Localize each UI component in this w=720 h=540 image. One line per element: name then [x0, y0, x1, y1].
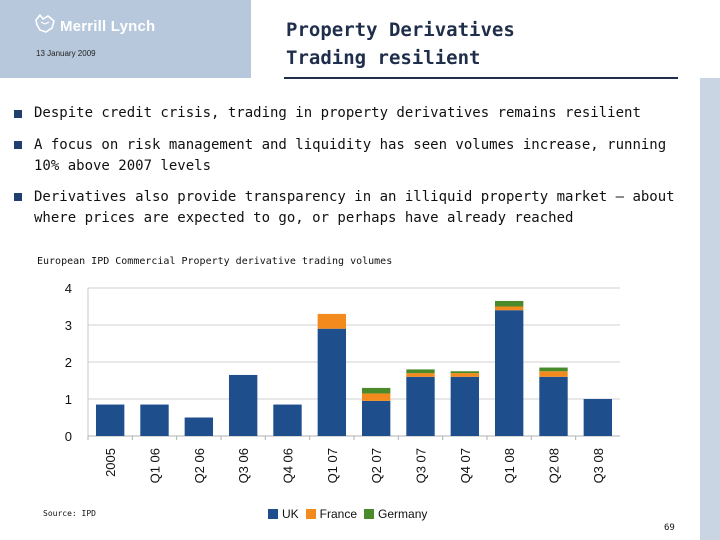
legend-item-france: France [305, 507, 358, 521]
bar-france-q2-08 [539, 371, 568, 377]
bar-uk-q3-06 [228, 374, 258, 436]
title-line-2: Trading resilient [286, 47, 481, 69]
right-accent-bar [700, 78, 720, 540]
brand-name: Merrill Lynch [60, 18, 156, 35]
legend-item-uk: UK [268, 507, 299, 521]
x-tick-label: Q2 06 [192, 448, 207, 483]
legend-label-france: France [319, 507, 358, 521]
bar-uk-q4-06 [273, 404, 302, 436]
title-underline [284, 77, 678, 79]
x-tick-label: Q2 08 [547, 448, 562, 483]
legend-label-uk: UK [282, 507, 299, 521]
bullet-marker [14, 141, 22, 149]
bar-uk-q1-07 [317, 328, 347, 436]
bar-uk-q1-08 [494, 310, 524, 436]
presentation-date: 13 January 2009 [36, 49, 96, 58]
bullet-text-3: Derivatives also provide transparency in… [34, 189, 675, 226]
bar-uk-2005 [95, 404, 125, 436]
y-tick-label: 3 [65, 318, 72, 333]
bar-france-q4-07 [450, 373, 480, 377]
bull-logo-icon [35, 13, 55, 33]
bar-germany-q1-08 [494, 300, 524, 307]
bar-uk-q2-07 [361, 400, 391, 436]
logo-panel: Merrill Lynch 13 January 2009 [0, 0, 251, 78]
bar-france-q3-07 [406, 373, 435, 377]
bar-uk-q2-08 [539, 376, 568, 436]
legend-swatch-uk [268, 509, 278, 519]
x-tick-label: Q3 07 [414, 448, 429, 483]
bar-uk-q2-06 [184, 417, 214, 436]
bar-france-q1-08 [494, 306, 524, 311]
x-tick-label: Q4 06 [281, 448, 296, 483]
legend-swatch-germany [364, 509, 375, 519]
x-tick-label: Q2 07 [369, 448, 384, 483]
x-tick-label: Q3 06 [236, 448, 251, 483]
bar-france-q1-07 [317, 313, 347, 329]
bar-germany-q4-07 [450, 371, 480, 374]
title-line-1: Property Derivatives [286, 19, 515, 41]
legend-item-germany: Germany [364, 507, 427, 521]
x-tick-label: 2005 [103, 448, 118, 477]
bar-germany-q2-07 [361, 387, 391, 394]
bar-germany-q3-07 [406, 369, 435, 374]
bullet-marker [14, 193, 22, 201]
legend-label-germany: Germany [378, 507, 428, 521]
bar-uk-q3-07 [406, 376, 435, 436]
x-tick-label: Q1 06 [148, 448, 163, 483]
y-tick-label: 1 [65, 392, 72, 407]
legend-swatch-france [305, 509, 316, 519]
chart-legend: UK France Germany [268, 507, 434, 521]
page-title: Property Derivatives Trading resilient [286, 16, 515, 72]
y-tick-label: 0 [65, 429, 72, 444]
bar-uk-q4-07 [450, 376, 480, 436]
x-tick-label: Q1 07 [325, 448, 340, 483]
x-tick-label: Q1 08 [502, 448, 517, 483]
bar-uk-q1-06 [140, 404, 169, 436]
bar-uk-q3-08 [583, 399, 613, 436]
bar-france-q2-07 [361, 393, 391, 401]
bullet-text-1: Despite credit crisis, trading in proper… [34, 105, 641, 121]
y-tick-label: 4 [65, 281, 72, 296]
source-note: Source: IPD [43, 509, 96, 518]
chart-title: European IPD Commercial Property derivat… [37, 256, 393, 267]
x-tick-label: Q4 07 [458, 448, 473, 483]
bullet-text-2: A focus on risk management and liquidity… [34, 137, 667, 174]
bullet-marker [14, 110, 22, 118]
page-number: 69 [664, 523, 675, 533]
bar-germany-q2-08 [539, 367, 568, 372]
y-tick-label: 2 [65, 355, 72, 370]
x-tick-label: Q3 08 [591, 448, 606, 483]
